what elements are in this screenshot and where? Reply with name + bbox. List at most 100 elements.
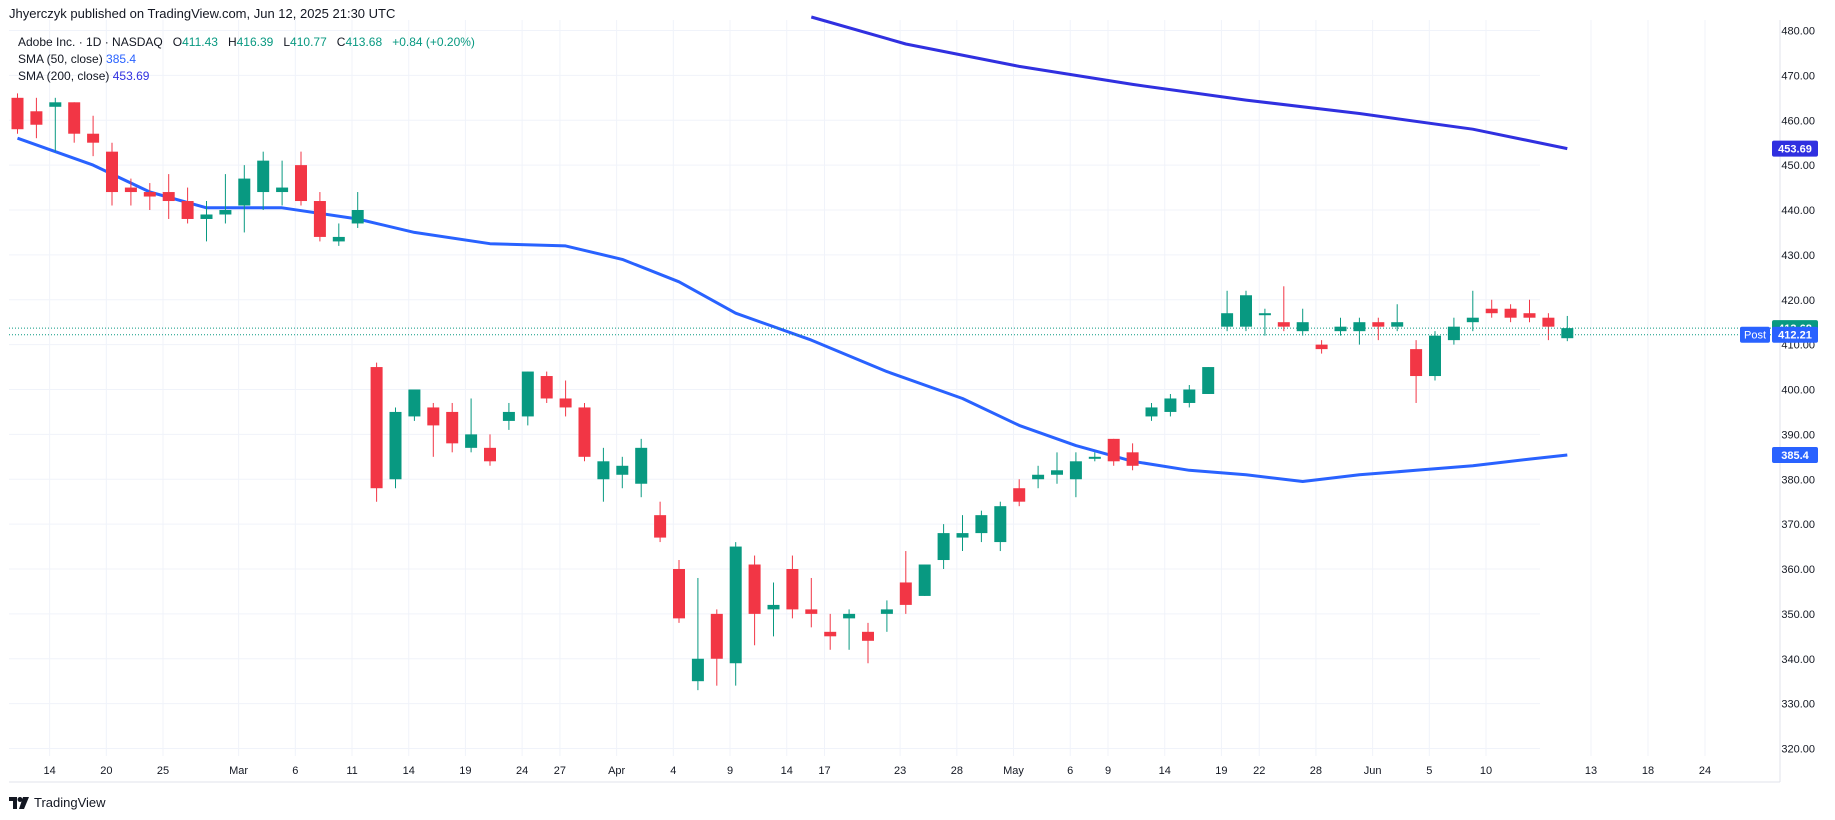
- tradingview-logo-icon: [9, 796, 29, 809]
- x-tick-label: Mar: [229, 765, 248, 777]
- candle-body: [143, 192, 156, 197]
- candle: [1542, 313, 1555, 341]
- candle-body: [767, 604, 780, 610]
- x-tick-label: 17: [818, 765, 830, 777]
- candle-body: [257, 160, 270, 193]
- y-tick-label: 460.00: [1781, 115, 1815, 127]
- candle: [710, 609, 723, 686]
- candle-body: [370, 367, 383, 489]
- candle: [502, 402, 515, 430]
- candle-body: [1334, 326, 1347, 332]
- candle: [1032, 465, 1045, 489]
- x-tick-label: Apr: [608, 765, 625, 777]
- candle-body: [880, 609, 893, 614]
- high-label: H: [227, 35, 237, 49]
- candle: [1447, 317, 1460, 345]
- sma50-badge-text: 385.4: [1781, 450, 1809, 462]
- candle: [748, 555, 761, 646]
- y-tick-label: 450.00: [1781, 160, 1815, 172]
- candle: [465, 398, 478, 453]
- candle: [370, 362, 383, 502]
- x-tick-label: 23: [894, 765, 906, 777]
- x-tick-label: 14: [781, 765, 793, 777]
- candle: [408, 389, 421, 421]
- candle-body: [578, 407, 591, 457]
- y-tick-label: 470.00: [1781, 70, 1815, 82]
- candle: [219, 174, 232, 224]
- candle: [880, 600, 893, 632]
- y-tick-label: 380.00: [1781, 474, 1815, 486]
- candle: [1523, 299, 1536, 323]
- candle-body: [899, 582, 912, 605]
- candle-body: [824, 631, 837, 637]
- candle-body: [68, 102, 81, 134]
- candle-body: [1296, 322, 1309, 332]
- candle-body: [1372, 322, 1385, 327]
- candle-body: [351, 210, 364, 224]
- candle: [1410, 340, 1423, 403]
- change-value: +0.84 (+0.20%): [392, 35, 475, 49]
- candle: [295, 151, 307, 206]
- candle-body: [11, 97, 24, 130]
- candle-body: [1202, 367, 1215, 394]
- x-tick-label: 14: [44, 765, 56, 777]
- high-value: 416.39: [236, 35, 274, 49]
- candle: [597, 447, 610, 502]
- post-price-badge: Post 412.21: [1740, 326, 1818, 343]
- candle: [87, 115, 100, 157]
- y-tick-label: 350.00: [1781, 609, 1815, 621]
- candle-body: [313, 201, 326, 237]
- candle-body: [1315, 344, 1328, 350]
- candle: [446, 402, 459, 453]
- y-tick-label: 340.00: [1781, 654, 1815, 666]
- candle-body: [502, 411, 515, 421]
- candle: [1126, 443, 1139, 471]
- y-tick-label: 360.00: [1781, 564, 1815, 576]
- candle: [578, 402, 591, 462]
- candle: [162, 174, 175, 219]
- x-tick-label: 14: [403, 765, 415, 777]
- ohlc-row[interactable]: Adobe Inc. · 1D · NASDAQ O411.43 H416.39…: [18, 34, 475, 51]
- candle-body: [295, 165, 307, 202]
- post-price-badge-tag: [1740, 326, 1770, 343]
- candle-body: [1164, 398, 1177, 412]
- post-price-badge-text: 412.21: [1778, 330, 1812, 342]
- x-tick-label: 14: [1159, 765, 1171, 777]
- sma200-badge: 453.69: [1772, 140, 1818, 157]
- y-tick-label: 370.00: [1781, 519, 1815, 531]
- tradingview-brand[interactable]: TradingView: [9, 795, 106, 810]
- candle: [1504, 304, 1517, 323]
- candle: [805, 577, 818, 628]
- price-guides: [9, 327, 1780, 336]
- candle: [389, 407, 402, 489]
- candle-body: [540, 376, 553, 399]
- candle: [786, 555, 799, 619]
- post-price-badge-tag-text: Post: [1744, 330, 1766, 342]
- candle: [1429, 331, 1441, 381]
- candle-body: [1069, 461, 1082, 480]
- candle-body: [484, 447, 496, 462]
- x-tick-label: 22: [1253, 765, 1265, 777]
- candle: [559, 380, 572, 417]
- x-tick-label: 9: [1105, 765, 1111, 777]
- candle-body: [1183, 389, 1196, 403]
- x-tick-label: Jun: [1364, 765, 1382, 777]
- candle-body: [918, 564, 931, 596]
- candle: [351, 192, 364, 228]
- x-tick-label: 20: [100, 765, 112, 777]
- y-tick-label: 320.00: [1781, 744, 1815, 756]
- candle: [181, 187, 194, 224]
- candle-body: [276, 187, 289, 193]
- sma200-legend-row[interactable]: SMA (200, close) 453.69: [18, 68, 475, 85]
- candle-body: [1561, 328, 1574, 339]
- candle-body: [559, 398, 572, 408]
- candle: [143, 183, 156, 210]
- sma50-legend-row[interactable]: SMA (50, close) 385.4: [18, 51, 475, 68]
- post-price-badge-box: [1772, 326, 1818, 343]
- candle: [767, 582, 780, 637]
- candle-body: [1221, 313, 1234, 327]
- candle-body: [162, 192, 175, 202]
- symbol-name[interactable]: Adobe Inc. · 1D · NASDAQ: [18, 35, 163, 49]
- candle: [994, 501, 1007, 552]
